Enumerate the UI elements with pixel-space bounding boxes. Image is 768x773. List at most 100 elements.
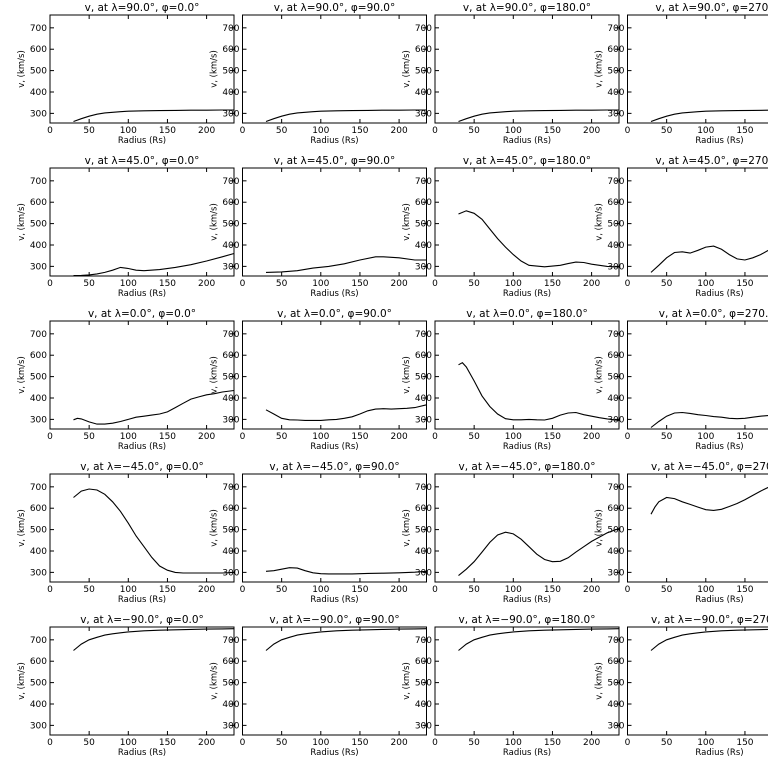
y-tick-label: 300 — [222, 721, 239, 731]
y-tick-label: 300 — [607, 262, 624, 272]
chart-title: v, at λ=−45.0°, φ=180.0° — [459, 461, 596, 473]
plot-frame — [243, 627, 427, 735]
y-tick-label: 400 — [222, 547, 239, 557]
x-axis-label: Radius (Rs) — [695, 442, 743, 452]
plot-frame — [243, 321, 427, 429]
chart-title: v, at λ=90.0°, φ=0.0° — [85, 2, 200, 14]
y-tick-label: 600 — [607, 45, 624, 55]
y-tick-label: 400 — [607, 700, 624, 710]
x-tick-label: 0 — [432, 126, 438, 136]
y-tick-label: 400 — [222, 241, 239, 251]
y-tick-label: 600 — [30, 657, 47, 667]
series-line — [266, 629, 427, 651]
x-tick-label: 50 — [661, 432, 673, 442]
y-tick-label: 600 — [222, 504, 239, 514]
y-tick-label: 600 — [415, 198, 432, 208]
plot-frame — [628, 15, 768, 123]
x-tick-label: 200 — [198, 738, 215, 748]
x-tick-label: 0 — [625, 126, 631, 136]
chart-title: v, at λ=90.0°, φ=270.0° — [655, 2, 768, 14]
x-tick-label: 0 — [625, 279, 631, 289]
series-line — [651, 477, 768, 515]
y-tick-label: 600 — [607, 351, 624, 361]
y-tick-label: 700 — [30, 636, 47, 646]
x-tick-label: 0 — [240, 585, 246, 595]
series-line — [459, 110, 620, 122]
chart-title: v, at λ=−45.0°, φ=90.0° — [269, 461, 399, 473]
x-tick-label: 0 — [47, 432, 53, 442]
x-tick-label: 150 — [544, 432, 561, 442]
y-tick-label: 700 — [415, 177, 432, 187]
x-tick-label: 150 — [736, 432, 753, 442]
y-tick-label: 400 — [30, 88, 47, 98]
x-tick-label: 0 — [240, 126, 246, 136]
x-axis-label: Radius (Rs) — [118, 595, 166, 605]
y-tick-label: 400 — [607, 547, 624, 557]
x-tick-label: 0 — [47, 738, 53, 748]
plot-frame — [435, 474, 619, 582]
y-tick-label: 700 — [607, 636, 624, 646]
x-tick-label: 200 — [198, 585, 215, 595]
x-tick-label: 50 — [661, 585, 673, 595]
y-tick-label: 300 — [30, 721, 47, 731]
x-tick-label: 150 — [159, 432, 176, 442]
y-tick-label: 300 — [415, 568, 432, 578]
y-tick-label: 400 — [415, 547, 432, 557]
x-tick-label: 150 — [351, 738, 368, 748]
y-axis-label: v, (km/s) — [402, 509, 412, 547]
y-tick-label: 700 — [415, 24, 432, 34]
y-tick-label: 600 — [607, 504, 624, 514]
y-tick-label: 300 — [222, 262, 239, 272]
chart-title: v, at λ=0.0°, φ=270.0° — [659, 308, 768, 320]
x-tick-label: 0 — [240, 432, 246, 442]
x-tick-label: 150 — [736, 585, 753, 595]
x-tick-label: 0 — [432, 279, 438, 289]
x-tick-label: 200 — [391, 585, 408, 595]
x-tick-label: 100 — [120, 738, 137, 748]
series-line — [266, 257, 427, 273]
x-tick-label: 100 — [505, 432, 522, 442]
y-axis-label: v, (km/s) — [402, 662, 412, 700]
x-tick-label: 0 — [47, 126, 53, 136]
y-tick-label: 700 — [415, 636, 432, 646]
x-axis-label: Radius (Rs) — [695, 289, 743, 299]
y-tick-label: 700 — [415, 483, 432, 493]
x-tick-label: 50 — [83, 126, 95, 136]
x-tick-label: 100 — [697, 126, 714, 136]
x-tick-label: 50 — [661, 738, 673, 748]
x-tick-label: 50 — [468, 126, 480, 136]
x-tick-label: 150 — [736, 279, 753, 289]
y-tick-label: 700 — [607, 177, 624, 187]
y-tick-label: 600 — [415, 351, 432, 361]
x-tick-label: 200 — [583, 585, 600, 595]
y-tick-label: 300 — [222, 415, 239, 425]
y-axis-label: v, (km/s) — [210, 203, 220, 241]
plot-frame — [50, 627, 234, 735]
y-tick-label: 700 — [30, 177, 47, 187]
plot-frame — [243, 15, 427, 123]
y-tick-label: 400 — [30, 241, 47, 251]
y-tick-label: 300 — [30, 415, 47, 425]
chart-panel: v, at λ=90.0°, φ=270.0°05010015020030040… — [595, 2, 768, 146]
x-tick-label: 50 — [276, 585, 288, 595]
y-axis-label: v, (km/s) — [17, 356, 27, 394]
chart-title: v, at λ=45.0°, φ=90.0° — [274, 155, 395, 167]
x-tick-label: 50 — [276, 126, 288, 136]
chart-title: v, at λ=0.0°, φ=180.0° — [466, 308, 587, 320]
y-tick-label: 700 — [222, 636, 239, 646]
y-tick-label: 700 — [30, 483, 47, 493]
y-tick-label: 300 — [30, 109, 47, 119]
chart-panel: v, at λ=0.0°, φ=270.0°050100150200300400… — [595, 308, 768, 452]
x-tick-label: 50 — [83, 585, 95, 595]
y-tick-label: 400 — [415, 241, 432, 251]
x-tick-label: 150 — [159, 585, 176, 595]
chart-title: v, at λ=−45.0°, φ=0.0° — [80, 461, 204, 473]
y-axis-label: v, (km/s) — [402, 356, 412, 394]
